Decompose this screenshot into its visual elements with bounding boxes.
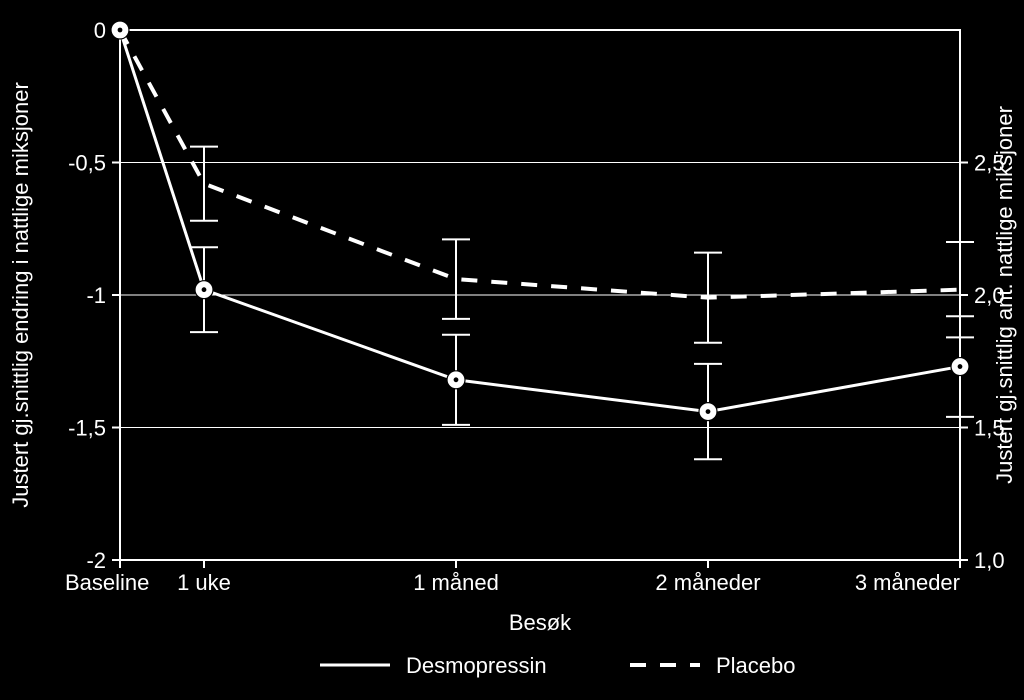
x-tick-label: Baseline (65, 570, 149, 595)
x-axis-title: Besøk (509, 610, 572, 635)
chart-stage: 0-0,5-1-1,5-22,52,01,51,0Baseline1 uke1 … (0, 0, 1024, 700)
line-chart: 0-0,5-1-1,5-22,52,01,51,0Baseline1 uke1 … (0, 0, 1024, 700)
legend-label-placebo: Placebo (716, 653, 796, 678)
legend-label-desmopressin: Desmopressin (406, 653, 547, 678)
x-tick-label: 2 måneder (655, 570, 760, 595)
y-left-tick-label: -1,5 (68, 416, 106, 441)
y-right-tick-label: 1,0 (974, 548, 1005, 573)
y-left-tick-label: 0 (94, 18, 106, 43)
y-left-axis-title: Justert gj.snittlig endring i nattlige m… (8, 82, 33, 508)
x-tick-label: 3 måneder (855, 570, 960, 595)
y-right-axis-title: Justert gj.snittlig ant. nattlige miksjo… (992, 106, 1017, 484)
x-tick-label: 1 måned (413, 570, 499, 595)
y-left-tick-label: -1 (86, 283, 106, 308)
x-tick-label: 1 uke (177, 570, 231, 595)
y-left-tick-label: -0,5 (68, 151, 106, 176)
